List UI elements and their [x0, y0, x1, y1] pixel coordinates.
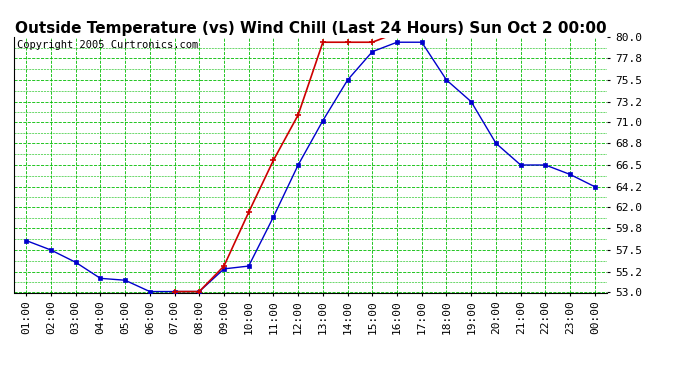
Title: Outside Temperature (vs) Wind Chill (Last 24 Hours) Sun Oct 2 00:00: Outside Temperature (vs) Wind Chill (Las…	[14, 21, 607, 36]
Text: Copyright 2005 Curtronics.com: Copyright 2005 Curtronics.com	[17, 40, 198, 50]
